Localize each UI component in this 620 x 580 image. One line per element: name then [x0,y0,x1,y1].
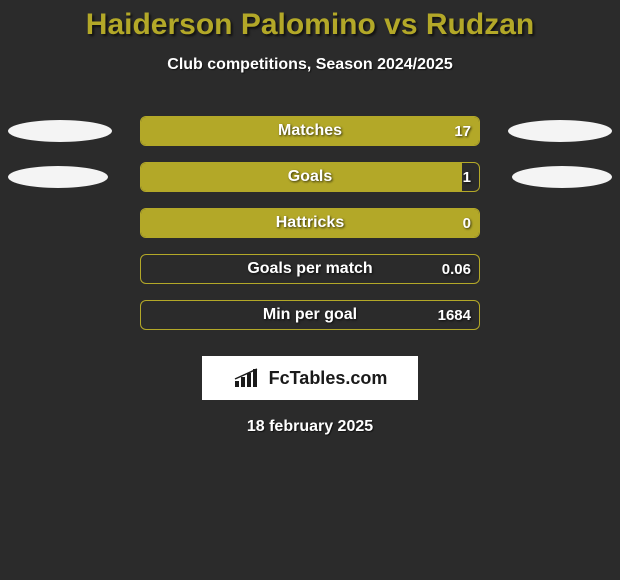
player-left-oval [8,120,112,142]
chart-row: Min per goal1684 [0,292,620,338]
chart-row: Goals per match0.06 [0,246,620,292]
comparison-chart: Matches17 Goals1 Hattricks0 Goals per match… [0,108,620,338]
bar-value: 17 [454,117,471,145]
chart-row: Hattricks0 [0,200,620,246]
bar-value: 1684 [438,301,471,329]
bar-chart-icon [233,367,263,389]
chart-row: Matches17 [0,108,620,154]
bar-track: Goals per match0.06 [140,254,480,284]
footer-logo: FcTables.com [202,356,418,400]
bar-value: 0 [463,209,471,237]
player-left-oval [8,166,108,188]
bar-track: Hattricks0 [140,208,480,238]
footer-logo-text: FcTables.com [269,368,388,389]
bar-value: 0.06 [442,255,471,283]
bar-value: 1 [463,163,471,191]
bar-track: Goals1 [140,162,480,192]
bar-label: Goals [141,163,479,191]
subtitle: Club competitions, Season 2024/2025 [0,56,620,74]
bar-label: Matches [141,117,479,145]
bar-label: Goals per match [141,255,479,283]
bar-label: Hattricks [141,209,479,237]
footer-date: 18 february 2025 [0,418,620,436]
player-right-oval [508,120,612,142]
bar-label: Min per goal [141,301,479,329]
page-title: Haiderson Palomino vs Rudzan [0,0,620,42]
chart-row: Goals1 [0,154,620,200]
bar-track: Matches17 [140,116,480,146]
player-right-oval [512,166,612,188]
bar-track: Min per goal1684 [140,300,480,330]
